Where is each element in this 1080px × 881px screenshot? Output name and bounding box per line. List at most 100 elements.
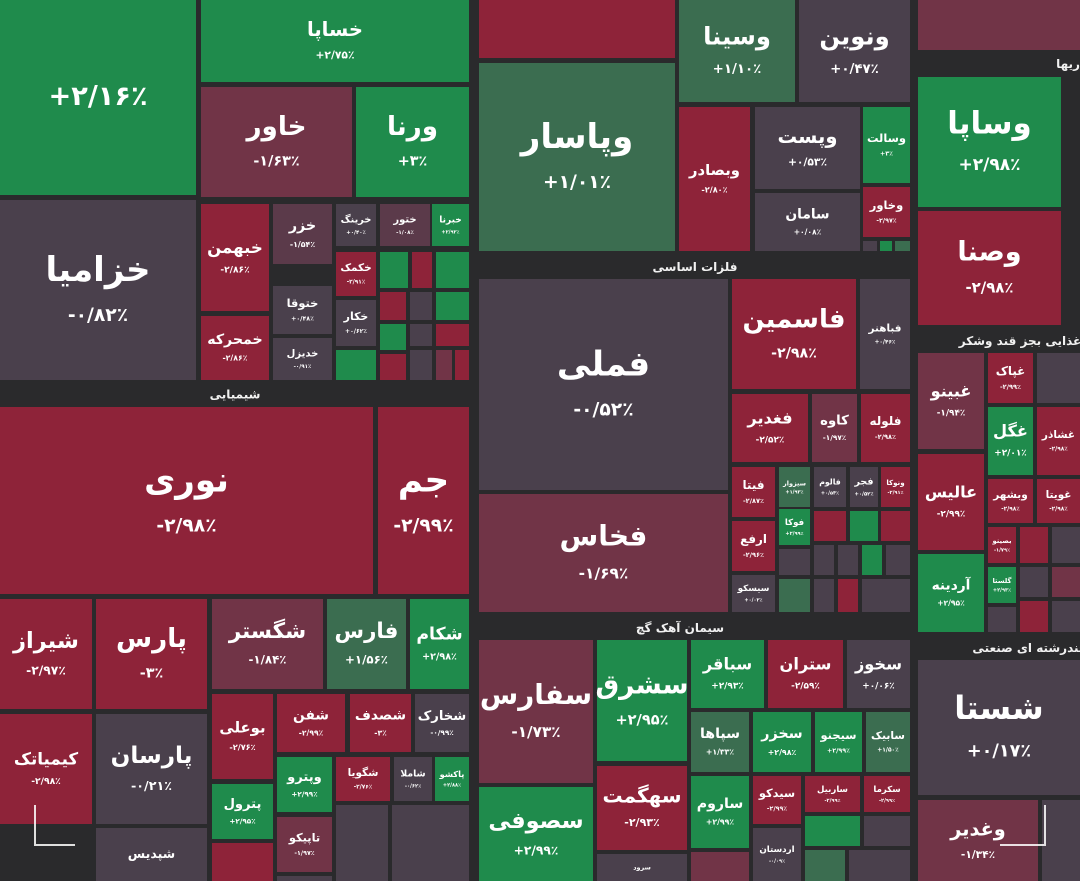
tile-box	[753, 828, 801, 881]
filler-tile	[814, 511, 846, 541]
tile: جم -۲/۹۹٪	[378, 407, 469, 594]
tile-box	[273, 204, 332, 264]
filler-tile	[336, 805, 388, 881]
tile: غشاذر -۲/۹۸٪	[1037, 407, 1080, 475]
tile-change: -۲/۹۷٪	[26, 663, 66, 677]
tile: بصینو -۱/۷۹٪	[988, 527, 1016, 563]
tile-change: +۰/۱۷٪	[967, 742, 1031, 762]
tile-box	[201, 87, 352, 197]
tile-box	[378, 407, 469, 594]
tile-label: پاکشو	[439, 769, 465, 780]
tile-box	[691, 776, 749, 848]
tile: فاسمین -۲/۹۸٪	[732, 279, 856, 389]
tile-change: +۲/۷۵٪	[315, 49, 354, 62]
tile-box	[96, 828, 207, 881]
tile-label: شکام	[416, 624, 462, 644]
tile: ساربیل -۲/۹۹٪	[805, 776, 860, 812]
tile-box	[988, 479, 1033, 523]
tile-change: +۱/۱۰٪	[713, 62, 762, 77]
filler-tile	[436, 292, 469, 320]
tile: وخاور -۲/۹۷٪	[863, 187, 910, 237]
tile: فجر +۰/۵۲٪	[850, 467, 878, 507]
tile: فخاس -۱/۶۹٪	[479, 494, 728, 612]
tile-change: +۱/۳۳٪	[706, 748, 735, 757]
tile-box	[479, 63, 675, 251]
tile-box	[212, 784, 273, 839]
tile: شپدیس	[96, 828, 207, 881]
filler-tile	[1020, 527, 1048, 563]
section-title: فلزات اساسی	[653, 260, 738, 274]
tile-label: فلوله	[870, 414, 902, 429]
tile-label: نوری	[144, 460, 229, 500]
tile-label: ساروم	[697, 796, 743, 812]
tile-label: ارفع	[740, 532, 767, 547]
tile-label: بصینو	[991, 537, 1011, 545]
tile-label: سخوز	[854, 655, 902, 674]
tile-change: +۱/۵۰٪	[877, 748, 899, 754]
tile-change: +۲/۸۸٪	[443, 783, 461, 789]
filler-tile	[412, 252, 432, 288]
tile-label: ختور	[392, 215, 416, 226]
tile-label: ختوقا	[287, 296, 319, 310]
section-bar	[479, 617, 910, 638]
tile-box	[918, 800, 1038, 881]
tile-change: -۰/۵۲٪	[573, 400, 633, 421]
tile-box	[336, 204, 376, 246]
tile-box	[96, 599, 207, 709]
filler-tile	[850, 511, 878, 541]
tile: سباقر +۲/۹۳٪	[691, 640, 764, 708]
tile-box	[394, 757, 432, 801]
tile-change: +۱/۰۱٪	[543, 172, 611, 193]
tile-change: +۲/۹۹٪	[706, 818, 735, 827]
tile: وساپا +۲/۹۸٪	[918, 77, 1061, 207]
section-title: سیمان آهک گچ	[636, 620, 724, 635]
section-bar	[918, 330, 1080, 351]
tile-box	[732, 575, 775, 612]
tile-change: -۲/۹۹٪	[824, 798, 840, 804]
tile-change: -۲/۸۶٪	[220, 265, 249, 275]
tile-change: +۱/۵۶٪	[345, 653, 388, 667]
tile-label: گلستا	[992, 576, 1011, 585]
filler-tile	[410, 292, 432, 320]
tile: خکمک -۲/۹۱٪	[336, 252, 376, 296]
tile: فباهنر +۰/۴۶٪	[860, 279, 910, 389]
tile-box	[327, 599, 406, 689]
tile: شکام +۲/۹۸٪	[410, 599, 469, 689]
watermark	[34, 805, 75, 846]
tile: شصدف -۳٪	[350, 694, 411, 752]
tile-box	[212, 694, 273, 779]
tile-box	[732, 394, 808, 462]
tile-label: سیجنو	[819, 728, 856, 742]
tile: تاپیکو -۱/۹۷٪	[277, 817, 332, 872]
tile-change: +۲/۹۳٪	[993, 588, 1011, 594]
tile-label: شیراز	[12, 628, 79, 654]
filler-tile	[779, 549, 810, 575]
filler-tile	[380, 292, 406, 320]
tile-change: +۲/۹۹٪	[785, 531, 803, 537]
tile-box	[805, 776, 860, 812]
section-title: ریها	[1056, 57, 1080, 71]
tile: ارفع -۲/۹۶٪	[732, 521, 775, 571]
tile-label: خبهمن	[207, 238, 263, 258]
tile-box	[918, 353, 984, 449]
tile: وسالت +۳٪	[863, 107, 910, 183]
tile-label: وسالت	[867, 131, 906, 146]
tile-label: خاور	[244, 112, 306, 142]
tile: خمحرکه -۲/۸۶٪	[201, 316, 269, 380]
tile: وپست +۰/۵۳٪	[755, 107, 860, 189]
tile-change: -۱/۷۹٪	[994, 548, 1010, 554]
tile-box	[336, 300, 376, 346]
filler-tile	[1052, 567, 1080, 597]
tile-change: -۰/۹۹٪	[430, 728, 453, 737]
tile-box	[597, 766, 687, 850]
tile: ختور -۱/۰۸٪	[380, 204, 430, 246]
tile-change: -۲/۹۸٪	[1049, 446, 1068, 452]
filler-tile	[886, 545, 910, 575]
filler-tile	[862, 545, 882, 575]
tile: سپاها +۱/۳۳٪	[691, 712, 749, 772]
tile-change: -۲/۹۸٪	[965, 278, 1013, 296]
filler-tile	[805, 850, 845, 881]
filler-tile	[918, 0, 1080, 50]
tile-box	[0, 200, 196, 380]
